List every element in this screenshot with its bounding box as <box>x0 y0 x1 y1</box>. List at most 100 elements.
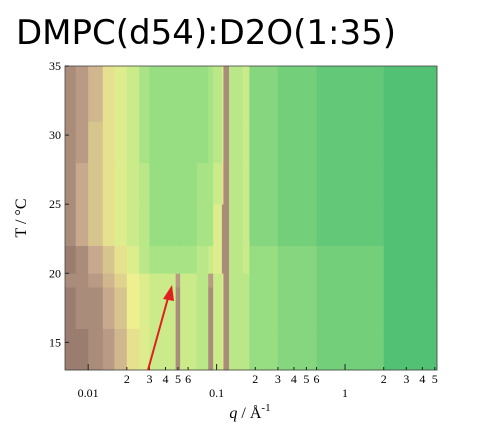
heatmap-cell <box>229 66 243 122</box>
heatmap-cell <box>317 121 346 163</box>
heatmap-cell <box>76 246 89 274</box>
heatmap-cell <box>243 246 250 274</box>
heatmap-cell <box>208 121 213 163</box>
heatmap-cell <box>197 204 209 246</box>
heatmap-cell <box>213 163 222 205</box>
heatmap-cell <box>65 273 76 287</box>
x-tick-label: 0.01 <box>78 386 99 400</box>
x-tick-label: 5 <box>303 372 309 386</box>
heatmap-cell <box>345 121 384 163</box>
x-axis-label: q / Å-1 <box>229 402 270 422</box>
heatmap-cell <box>180 204 197 246</box>
heatmap-cell <box>176 204 181 246</box>
heatmap-cell <box>345 66 384 122</box>
heatmap-cell <box>65 121 76 163</box>
heatmap-cell <box>127 246 140 274</box>
heatmap-cell <box>384 121 438 163</box>
heatmap-cell <box>103 121 115 163</box>
heatmap-cell <box>278 163 317 205</box>
heatmap-cell <box>197 273 209 287</box>
heatmap-cell <box>208 163 213 205</box>
heatmap-cell <box>317 204 346 246</box>
heatmap-cell <box>103 329 115 371</box>
heatmap-cell <box>197 121 209 163</box>
heatmap-cell <box>223 329 229 371</box>
heatmap-cell <box>249 246 278 274</box>
heatmap-cell <box>345 246 384 274</box>
heatmap-cell <box>172 329 176 371</box>
heatmap-cell <box>180 329 197 371</box>
x-label-unit: / Å <box>237 404 261 422</box>
heatmap-cell <box>114 204 127 246</box>
x-tick-label: 3 <box>146 372 152 386</box>
heatmap-cell <box>139 273 150 287</box>
heatmap-cell <box>243 273 250 287</box>
heatmap-cell <box>172 273 176 287</box>
heatmap-cell <box>149 273 172 287</box>
heatmap-cell <box>172 121 176 163</box>
y-tick-label: 15 <box>49 335 61 349</box>
heatmap-cell <box>180 121 197 163</box>
x-tick-label: 6 <box>314 372 320 386</box>
heatmap-cell <box>76 287 89 329</box>
heatmap-cell <box>384 163 438 205</box>
heatmap-cell <box>384 329 438 371</box>
heatmap-cell <box>65 66 76 122</box>
heatmap-cell <box>384 273 438 287</box>
x-tick-label: 4 <box>419 372 425 386</box>
heatmap-cell <box>384 287 438 329</box>
heatmap-cell <box>278 121 317 163</box>
heatmap-cell <box>243 287 250 329</box>
heatmap-cell <box>278 287 317 329</box>
heatmap-cell <box>176 121 181 163</box>
heatmap-cell <box>172 204 176 246</box>
heatmap-cell <box>208 246 213 274</box>
x-tick-label: 2 <box>124 372 130 386</box>
heatmap-cell <box>229 287 243 329</box>
heatmap-cell <box>103 66 115 122</box>
heatmap-cell <box>278 66 317 122</box>
heatmap-cell <box>76 273 89 287</box>
heatmap-cell <box>103 246 115 274</box>
heatmap-cell <box>139 121 150 163</box>
heatmap-cell <box>139 287 150 329</box>
heatmap-cell <box>223 163 229 205</box>
heatmap-cell <box>139 163 150 205</box>
heatmap-cell <box>223 204 229 246</box>
heatmap-cell <box>229 121 243 163</box>
heatmap-cell <box>127 66 140 122</box>
heatmap-cell <box>197 163 209 205</box>
heatmap-cell <box>249 121 278 163</box>
x-tick-label: 3 <box>403 372 409 386</box>
heatmap-cell <box>249 204 278 246</box>
x-tick-label: 4 <box>291 372 297 386</box>
heatmap-cell <box>213 273 222 287</box>
heatmap-cell <box>149 66 172 122</box>
heatmap-cell <box>127 163 140 205</box>
heatmap-cell <box>114 246 127 274</box>
heatmap-cell <box>176 66 181 122</box>
heatmap-cell <box>180 246 197 274</box>
heatmap-cell <box>278 273 317 287</box>
heatmap-cell <box>384 66 438 122</box>
heatmap-cell <box>278 329 317 371</box>
heatmap-cell <box>345 273 384 287</box>
heatmap-cell <box>114 163 127 205</box>
heatmap-cell <box>317 246 346 274</box>
x-tick-label: 3 <box>275 372 281 386</box>
heatmap-cell <box>149 121 172 163</box>
x-tick-label: 2 <box>252 372 258 386</box>
heatmap-cell <box>176 273 181 287</box>
heatmap-cell <box>76 163 89 205</box>
x-tick-label: 5 <box>175 372 181 386</box>
chart-title: DMPC(d54):D2O(1:35) <box>16 13 396 53</box>
heatmap-cell <box>127 204 140 246</box>
heatmap-cell <box>213 246 222 274</box>
heatmap-cell <box>249 287 278 329</box>
heatmap-cell <box>345 204 384 246</box>
heatmap-cell <box>114 121 127 163</box>
heatmap-cell <box>317 66 346 122</box>
heatmap-cell <box>243 329 250 371</box>
heatmap-cell <box>88 121 103 163</box>
